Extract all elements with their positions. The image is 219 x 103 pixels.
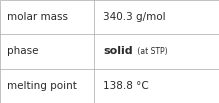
Text: 138.8 °C: 138.8 °C bbox=[103, 81, 149, 91]
Text: 340.3 g/mol: 340.3 g/mol bbox=[103, 12, 166, 22]
Text: phase: phase bbox=[7, 46, 38, 57]
Text: (at STP): (at STP) bbox=[135, 47, 167, 56]
Text: molar mass: molar mass bbox=[7, 12, 68, 22]
Text: melting point: melting point bbox=[7, 81, 76, 91]
Text: solid: solid bbox=[103, 46, 132, 57]
